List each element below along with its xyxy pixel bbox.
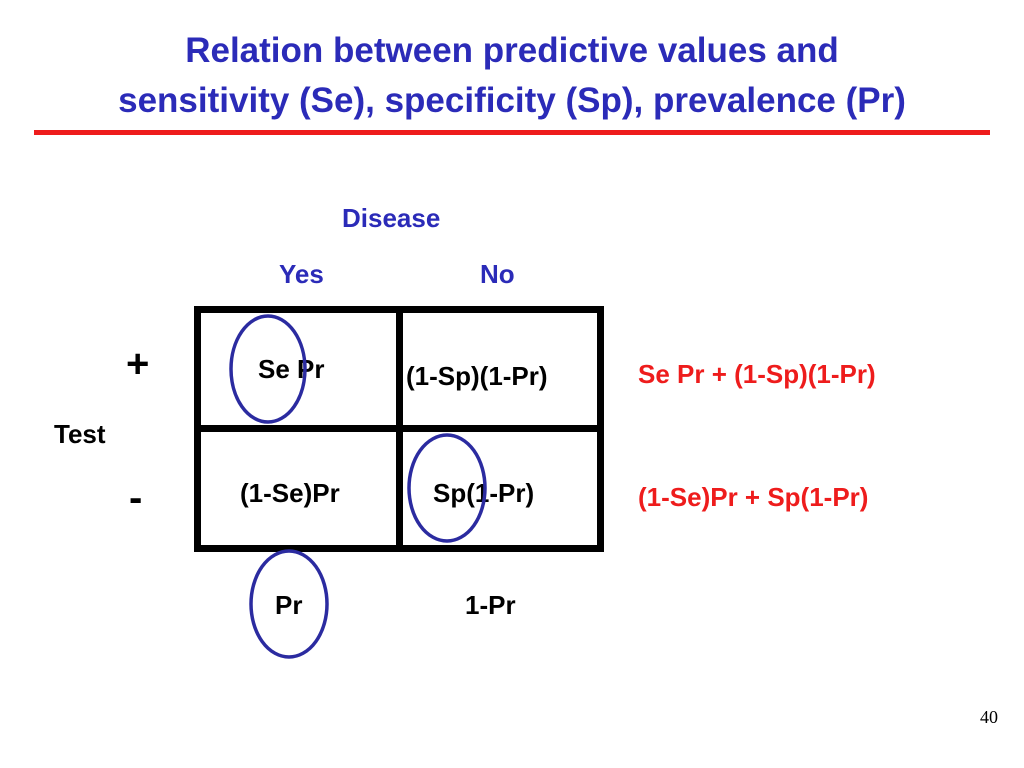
- column-header-no: No: [480, 259, 515, 289]
- highlight-circle-pr: [249, 549, 329, 659]
- column-header-yes: Yes: [279, 259, 324, 289]
- page-number: 40: [980, 707, 998, 727]
- highlight-circle-se-pr: [229, 314, 307, 424]
- grid-border-left: [194, 306, 201, 552]
- row-total-positive: Se Pr + (1-Sp)(1-Pr): [638, 359, 876, 389]
- cell-false-positive: (1-Sp)(1-Pr): [406, 361, 548, 391]
- row-header-positive: +: [126, 342, 150, 386]
- row-group-label: Test: [54, 419, 106, 449]
- column-group-label: Disease: [342, 203, 441, 233]
- title-divider: [34, 130, 990, 135]
- highlight-circle-sp-1-pr: [407, 433, 487, 543]
- cell-false-negative: (1-Se)Pr: [240, 478, 340, 508]
- grid-divider-vertical: [396, 306, 403, 552]
- row-header-negative: -: [129, 476, 143, 520]
- column-total-no: 1-Pr: [465, 590, 516, 620]
- column-total-yes: Pr: [275, 590, 303, 620]
- slide-title-line-2: sensitivity (Se), specificity (Sp), prev…: [118, 81, 906, 120]
- slide-title-line-1: Relation between predictive values and: [185, 31, 839, 70]
- row-total-negative: (1-Se)Pr + Sp(1-Pr): [638, 482, 869, 512]
- cell-true-positive: Se Pr: [258, 354, 325, 384]
- grid-border-right: [597, 306, 604, 552]
